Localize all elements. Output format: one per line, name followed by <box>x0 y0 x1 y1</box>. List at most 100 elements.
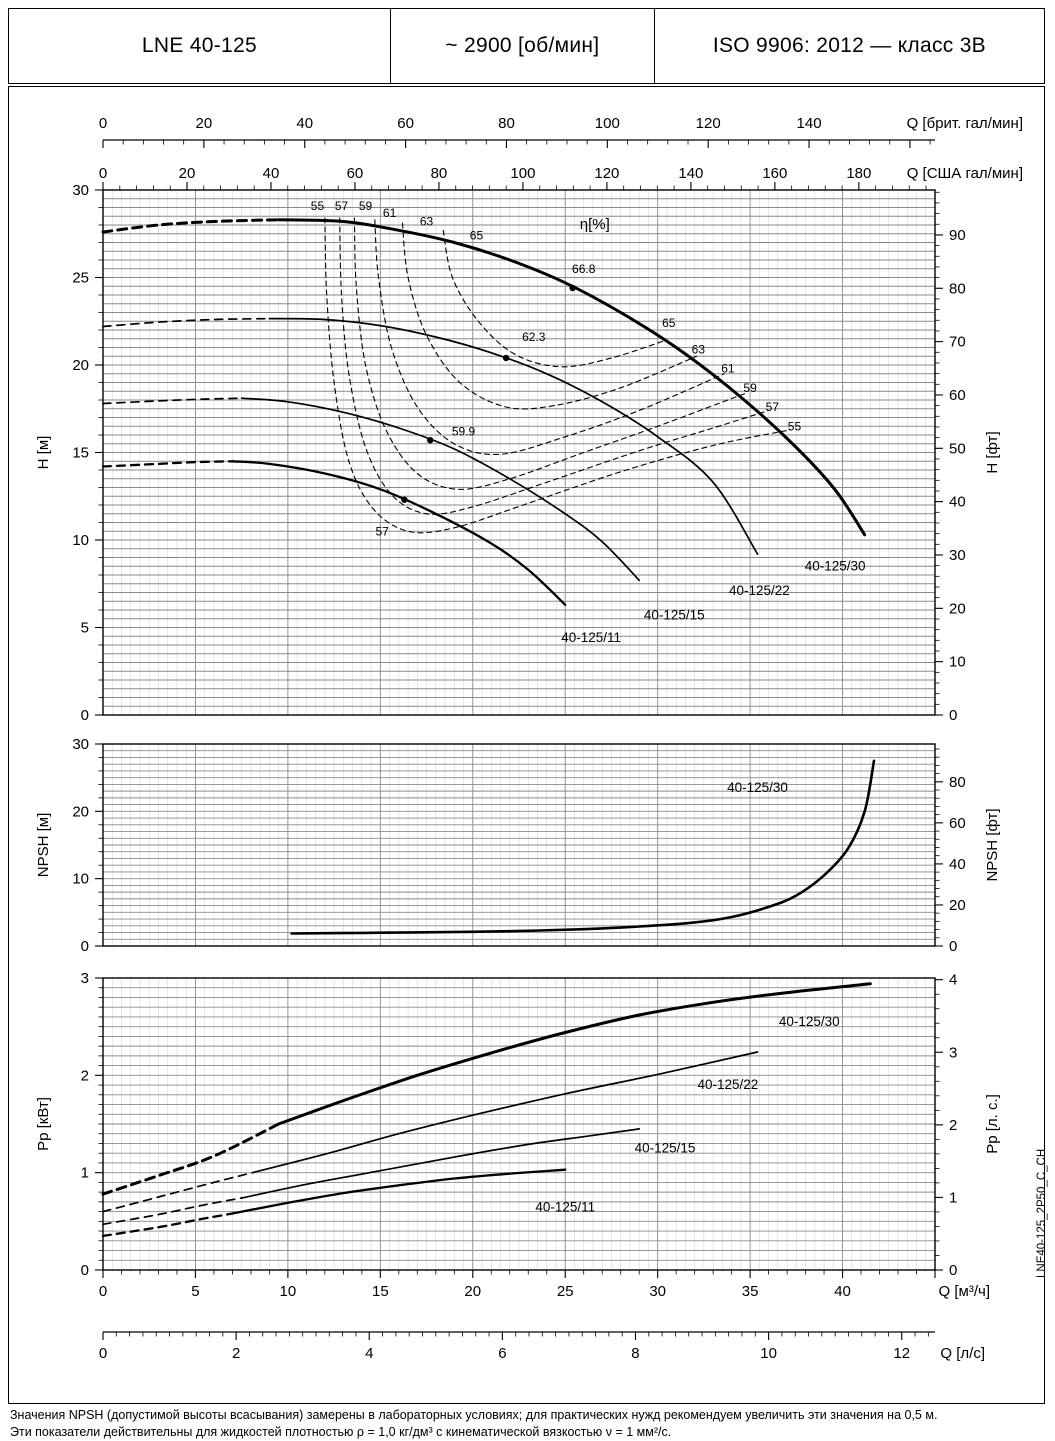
curve-40-125/30-p <box>277 982 872 1126</box>
svg-text:30: 30 <box>72 736 89 753</box>
footnote: Значения NPSH (допустимой высоты всасыва… <box>10 1407 937 1440</box>
chart-annotation: 65 <box>662 316 676 330</box>
svg-text:10: 10 <box>72 532 89 549</box>
svg-text:10: 10 <box>72 871 89 888</box>
svg-text:120: 120 <box>696 115 721 132</box>
svg-text:25: 25 <box>72 270 89 287</box>
chart-annotation: 57 <box>335 199 349 213</box>
svg-text:35: 35 <box>742 1283 759 1300</box>
curve-40-125/11-p-minflow <box>101 1212 234 1238</box>
curve-eff-61 <box>374 219 725 456</box>
x-axis-m3h: 0 5 10 15 20 25 30 35 40 Q [м³/ч] <box>99 1270 990 1300</box>
svg-text:0: 0 <box>99 1345 107 1362</box>
curve-40-125/11 <box>231 460 567 606</box>
svg-text:140: 140 <box>797 115 822 132</box>
curve-40-125/22-p <box>259 1051 759 1172</box>
svg-text:20: 20 <box>949 600 966 617</box>
curve-40-125/22 <box>268 317 759 555</box>
curve-40-125/30-minflow <box>101 218 281 234</box>
curve-40-125/15-minflow <box>102 397 243 405</box>
svg-text:80: 80 <box>949 774 966 791</box>
head-chart: 0 5 10 15 20 25 30 0 10 20 30 40 50 60 70 80 90 H [м] H [ф… <box>35 182 1001 724</box>
svg-text:Q [л/с]: Q [л/с] <box>940 1345 985 1362</box>
chart-annotation: 40-125/11 <box>561 630 621 645</box>
svg-text:60: 60 <box>397 115 414 132</box>
curve-40-125/15-p-minflow <box>102 1197 243 1226</box>
svg-text:40: 40 <box>834 1283 851 1300</box>
curve-40-125/30-npsh <box>290 759 876 935</box>
svg-text:3: 3 <box>81 970 89 987</box>
chart-annotation: 59 <box>359 199 373 213</box>
curve-eff-65 <box>442 229 666 368</box>
svg-text:30: 30 <box>949 547 966 564</box>
x-axis-us: 0 20 40 60 80 100 120 140 160 180 Q [США гал/мин] <box>99 165 1023 190</box>
svg-text:20: 20 <box>179 165 196 182</box>
bep-dot <box>569 284 576 292</box>
svg-text:20: 20 <box>72 803 89 820</box>
svg-text:4: 4 <box>949 972 957 989</box>
svg-text:2: 2 <box>949 1117 957 1134</box>
svg-text:0: 0 <box>99 165 107 182</box>
svg-text:50: 50 <box>949 440 966 457</box>
svg-text:0: 0 <box>949 938 957 955</box>
curve-40-125/15 <box>240 397 641 582</box>
chart-annotation: 59.9 <box>452 425 476 439</box>
svg-text:6: 6 <box>498 1345 506 1362</box>
svg-text:40: 40 <box>949 856 966 873</box>
svg-text:180: 180 <box>846 165 871 182</box>
svg-text:100: 100 <box>595 115 620 132</box>
chart-annotation: 61 <box>383 206 397 220</box>
chart-annotation: 66.8 <box>572 262 596 276</box>
svg-text:H [фт]: H [фт] <box>984 431 1001 473</box>
svg-text:80: 80 <box>431 165 448 182</box>
curve-40-125/30 <box>277 218 867 537</box>
svg-text:2: 2 <box>232 1345 240 1362</box>
chart-annotation: 40-125/15 <box>644 607 705 622</box>
svg-text:0: 0 <box>81 938 89 955</box>
chart-annotation: 63 <box>692 342 706 356</box>
svg-text:20: 20 <box>949 897 966 914</box>
chart-annotation: 40-125/22 <box>698 1077 759 1092</box>
chart-annotation: 40-125/15 <box>635 1140 696 1155</box>
svg-text:15: 15 <box>372 1283 389 1300</box>
svg-text:0: 0 <box>99 1283 107 1300</box>
svg-text:30: 30 <box>72 182 89 199</box>
svg-text:80: 80 <box>498 115 515 132</box>
svg-text:15: 15 <box>72 445 89 462</box>
svg-text:60: 60 <box>347 165 364 182</box>
chart-annotation: 55 <box>788 419 802 433</box>
svg-text:0: 0 <box>99 115 107 132</box>
npsh-chart: 0 10 20 30 0 20 40 60 80 NPSH [м] NPSH [фт] 40-125/… <box>35 736 1001 955</box>
curve-40-125/15-p <box>240 1128 641 1199</box>
footnote-line1: Значения NPSH (допустимой высоты всасыва… <box>10 1408 938 1422</box>
chart-annotation: 40-125/30 <box>779 1014 840 1029</box>
title-bar: LNE 40-125 ~ 2900 [об/мин] ISO 9906: 201… <box>8 8 1045 84</box>
chart-annotation: η[%] <box>580 216 610 233</box>
chart-annotation: 55 <box>311 199 325 213</box>
svg-text:40: 40 <box>296 115 313 132</box>
svg-text:H [м]: H [м] <box>35 436 52 470</box>
svg-text:4: 4 <box>365 1345 373 1362</box>
test-standard: ISO 9906: 2012 — класс 3В <box>712 34 986 57</box>
pump-model: LNE 40-125 <box>141 34 257 57</box>
footnote-line2: Эти показатели действительны для жидкост… <box>10 1424 672 1439</box>
svg-text:90: 90 <box>949 227 966 244</box>
svg-text:70: 70 <box>949 334 966 351</box>
x-axis-ls: 0 2 4 6 8 10 12 Q [л/с] <box>99 1331 985 1362</box>
chart-annotation: 65 <box>470 229 484 243</box>
svg-text:5: 5 <box>191 1283 199 1300</box>
svg-text:Q [США гал/мин]: Q [США гал/мин] <box>907 165 1023 182</box>
svg-text:160: 160 <box>762 165 787 182</box>
chart-annotation: 40-125/22 <box>729 583 790 598</box>
curve-40-125/11-minflow <box>101 460 234 468</box>
chart-annotation: 40-125/30 <box>727 780 788 795</box>
chart-annotation: 63 <box>420 215 434 229</box>
chart-annotation: 61 <box>721 362 735 376</box>
chart-annotation: 62.3 <box>522 330 546 344</box>
curve-40-125/22-minflow <box>102 317 271 328</box>
svg-text:0: 0 <box>81 1262 89 1279</box>
svg-text:1: 1 <box>949 1189 957 1206</box>
svg-text:10: 10 <box>760 1345 777 1362</box>
